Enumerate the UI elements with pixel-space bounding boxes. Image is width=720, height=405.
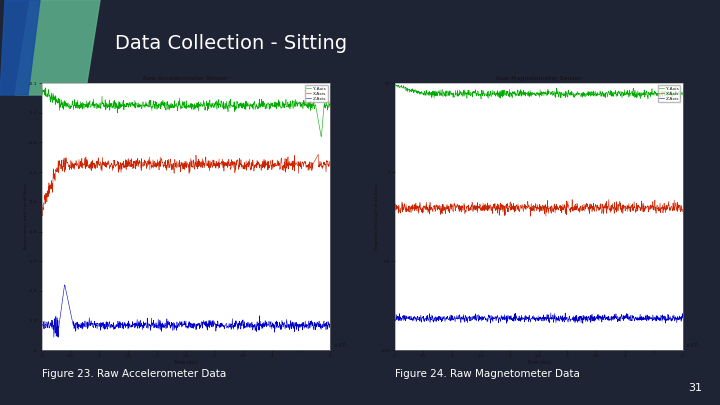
X-Axis [154, 160, 163, 164]
Z-Axis [507, 313, 516, 318]
Z-Axis [268, 324, 276, 328]
X-Axis [541, 214, 550, 219]
Line: X-Axis: X-Axis [42, 154, 330, 216]
X-Axis [67, 167, 76, 172]
Z-Axis [578, 321, 587, 326]
X-Axis [588, 206, 597, 211]
X-Axis [507, 205, 516, 209]
Text: 31: 31 [688, 383, 702, 393]
X-Axis [235, 163, 244, 168]
Line: X-Axis: X-Axis [395, 199, 683, 216]
Text: Data Collection - Sitting: Data Collection - Sitting [115, 34, 347, 53]
Y-Axis [154, 104, 163, 109]
X-Axis [262, 163, 271, 168]
X-Axis [678, 209, 687, 214]
Z-Axis [588, 316, 597, 321]
Y-Axis [262, 101, 271, 106]
Z-Axis [546, 310, 555, 315]
Y-Axis [420, 93, 428, 98]
Y-Axis [267, 101, 276, 106]
X-Axis [268, 167, 276, 172]
Z-Axis [37, 322, 46, 327]
Z-Axis [50, 335, 58, 340]
X-Axis [517, 206, 526, 211]
Y-Axis [518, 89, 526, 94]
Y-Axis [317, 134, 325, 139]
Title: Raw Magnetometer Sensor: Raw Magnetometer Sensor [496, 76, 581, 81]
Line: Z-Axis: Z-Axis [395, 313, 683, 324]
Y-Axis [37, 85, 46, 90]
Y-Axis [621, 87, 629, 92]
Y-Axis [615, 91, 624, 96]
Y-Axis [390, 81, 399, 86]
Polygon shape [0, 0, 40, 95]
Z-Axis [420, 319, 428, 324]
Text: Figure 23. Raw Accelerometer Data: Figure 23. Raw Accelerometer Data [42, 369, 226, 379]
Y-axis label: Magnetic Field (μT) of all Axes: Magnetic Field (μT) of all Axes [375, 184, 379, 249]
Text: $\times10^4$: $\times10^4$ [685, 341, 700, 350]
X-Axis [325, 164, 334, 168]
Z-Axis [621, 314, 629, 319]
Z-Axis [60, 283, 69, 288]
Polygon shape [15, 0, 100, 95]
Y-Axis [325, 102, 334, 107]
Title: Raw Accelerometer Sensor: Raw Accelerometer Sensor [143, 76, 228, 81]
Y-Axis [164, 102, 173, 107]
X-axis label: Time (ms): Time (ms) [526, 360, 551, 365]
X-Axis [390, 205, 399, 209]
Y-Axis [235, 103, 244, 108]
Z-Axis [678, 315, 687, 320]
Z-Axis [165, 323, 174, 328]
Z-Axis [325, 323, 334, 328]
X-Axis [314, 152, 323, 157]
Z-Axis [263, 321, 271, 326]
Legend: Y-Axis, X-Axis, Z-Axis: Y-Axis, X-Axis, Z-Axis [657, 85, 680, 102]
Legend: Y-Axis, X-Axis, Z-Axis: Y-Axis, X-Axis, Z-Axis [305, 85, 328, 102]
Line: Y-Axis: Y-Axis [42, 88, 330, 136]
Z-Axis [235, 320, 244, 325]
X-Axis [37, 205, 46, 210]
X-Axis [38, 213, 47, 218]
X-Axis [616, 199, 624, 204]
Text: $\times10^4$: $\times10^4$ [333, 341, 347, 350]
Z-Axis [517, 313, 526, 318]
X-axis label: Time (ms): Time (ms) [174, 360, 198, 365]
Y-Axis [477, 96, 485, 101]
Z-Axis [616, 315, 624, 320]
Z-Axis [155, 326, 163, 331]
Y-Axis [507, 94, 516, 98]
Y-Axis [678, 93, 687, 98]
Line: Y-Axis: Y-Axis [395, 84, 683, 99]
Z-Axis [390, 317, 399, 322]
X-Axis [621, 206, 629, 211]
Y-Axis [67, 104, 76, 109]
Y-Axis [588, 93, 597, 98]
Text: Figure 24. Raw Magnetometer Data: Figure 24. Raw Magnetometer Data [395, 369, 580, 379]
X-Axis [604, 197, 613, 202]
Line: Z-Axis: Z-Axis [42, 285, 330, 337]
Z-Axis [68, 316, 76, 321]
X-Axis [420, 205, 428, 210]
X-Axis [165, 160, 174, 165]
Y-axis label: Acceleration (m/s²) of all Axes: Acceleration (m/s²) of all Axes [24, 184, 27, 249]
